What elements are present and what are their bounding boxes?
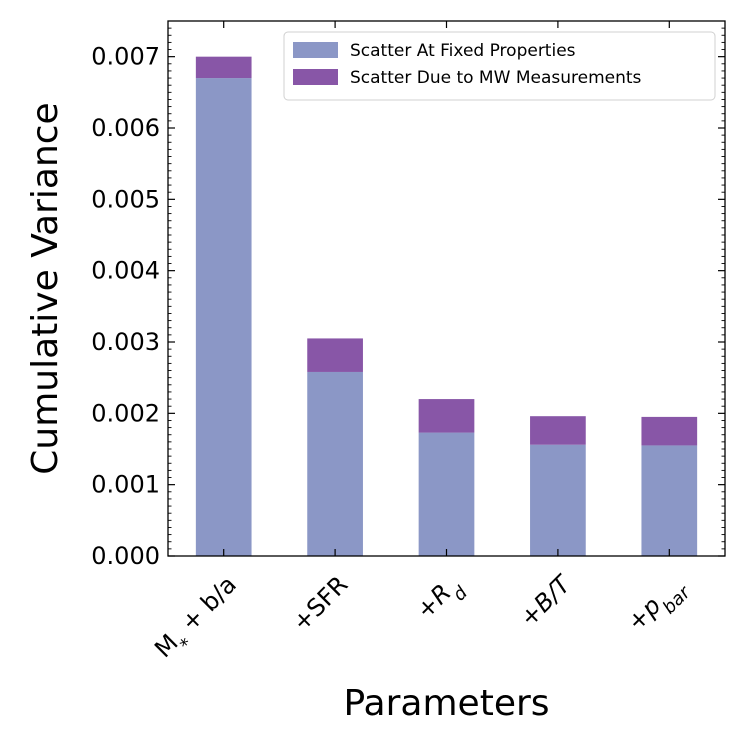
y-tick-label: 0.006 — [91, 114, 160, 142]
bars-group — [195, 56, 698, 556]
plot-frame — [167, 20, 726, 557]
y-tick-label: 0.000 — [91, 542, 160, 570]
ticks-group: 0.000 0.001 0.002 0.003 0.004 0.005 0.006 0.007 — [91, 20, 725, 570]
legend-label-0: Scatter At Fixed Properties — [350, 41, 576, 61]
x-tick-label-3: +B/T — [514, 569, 577, 632]
x-tick-label-2: +Rd — [411, 570, 472, 631]
y-axis-label: Cumulative Variance — [25, 102, 66, 474]
legend: Scatter At Fixed Properties Scatter Due t… — [283, 31, 716, 101]
x-tick-label-1: +SFR — [287, 570, 353, 636]
x-tick-label-4: +pbar — [622, 569, 696, 643]
bar-fixed-3 — [530, 444, 586, 556]
legend-label-1: Scatter Due to MW Measurements — [350, 68, 642, 88]
y-tick-label: 0.007 — [91, 43, 160, 71]
legend-box — [283, 31, 716, 101]
y-tick-label: 0.004 — [91, 257, 160, 285]
x-axis-label: Parameters — [343, 683, 549, 724]
legend-swatch-0 — [293, 42, 338, 58]
bar-mw-0 — [195, 56, 252, 79]
bar-fixed-4 — [641, 445, 698, 556]
y-tick-label: 0.002 — [91, 399, 160, 427]
bar-mw-1 — [307, 338, 363, 372]
bar-mw-4 — [641, 416, 698, 446]
y-tick-label: 0.005 — [91, 185, 160, 213]
y-tick-label: 0.003 — [91, 328, 160, 356]
y-tick-label: 0.001 — [91, 471, 160, 499]
legend-swatch-1 — [293, 69, 338, 85]
x-tick-labels: M* + b/a +SFR +Rd +B/T +pbar — [149, 569, 696, 669]
bar-mw-3 — [530, 416, 586, 445]
bar-mw-2 — [418, 399, 475, 433]
bar-fixed-2 — [418, 432, 475, 556]
bar-fixed-1 — [307, 371, 363, 556]
bar-fixed-0 — [195, 78, 252, 556]
x-tick-label-0: M* + b/a — [149, 570, 248, 669]
